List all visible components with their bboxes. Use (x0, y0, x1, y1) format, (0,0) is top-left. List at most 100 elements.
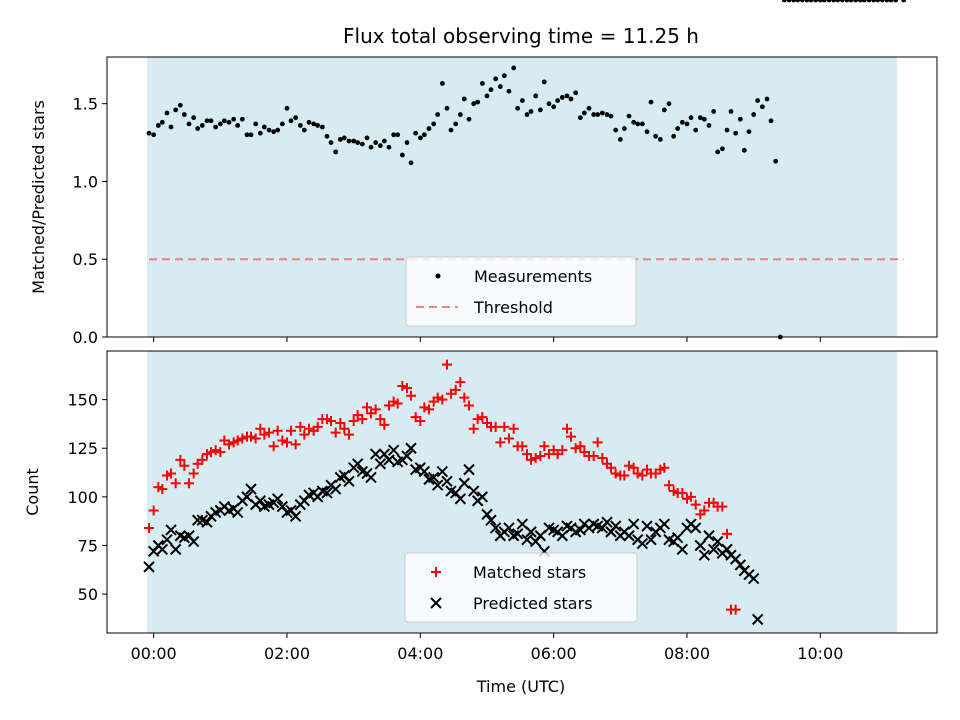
matched-star-point (415, 416, 426, 427)
x-tick-label: 06:00 (531, 644, 577, 663)
measurement-point (626, 113, 632, 119)
legend-predicted-label: Predicted stars (473, 594, 593, 613)
ratio-legend-box (405, 256, 637, 327)
matched-star-point (379, 419, 390, 430)
measurement-point (533, 93, 539, 99)
measurement-point (279, 121, 285, 127)
measurement-point (693, 127, 699, 133)
measurement-point (208, 118, 214, 124)
predicted-star-point (436, 465, 449, 478)
matched-star-point (442, 359, 452, 370)
matched-star-point (637, 470, 648, 481)
matched-star-point (690, 499, 701, 510)
measurement-point (781, 0, 787, 3)
measurement-point (848, 0, 854, 3)
measurement-point (759, 104, 765, 110)
measurement-point (426, 126, 432, 131)
matched-star-point (206, 447, 216, 458)
measurement-point (786, 0, 792, 3)
measurement-point (355, 140, 361, 145)
measurement-point (328, 140, 334, 145)
measurement-point (488, 87, 494, 93)
matched-star-point (392, 398, 403, 409)
predicted-star-point (454, 493, 467, 505)
measurement-point (319, 124, 325, 130)
measurement-point (551, 104, 557, 110)
measurement-point (404, 140, 410, 145)
matched-star-point (312, 421, 323, 432)
predicted-star-point (387, 444, 400, 456)
legend-measurements-label: Measurements (474, 267, 592, 286)
measurement-point (506, 88, 512, 94)
matched-star-point (157, 484, 168, 495)
measurement-point (857, 0, 863, 3)
predicted-star-point (169, 543, 182, 556)
matched-star-point (362, 402, 372, 413)
measurement-point (217, 121, 223, 127)
predicted-star-points (144, 443, 764, 626)
measurement-point (235, 123, 241, 128)
measurement-point (373, 140, 379, 145)
predicted-star-point (245, 483, 257, 495)
measurement-point (631, 119, 637, 125)
measurement-point (275, 127, 281, 133)
matched-star-point (450, 384, 461, 395)
matched-star-point (250, 433, 261, 444)
measurement-point (715, 149, 721, 155)
measurement-point (839, 0, 845, 3)
measurement-point (181, 112, 187, 117)
measurement-point (599, 110, 605, 116)
measurement-point (671, 133, 677, 139)
measurement-point (826, 0, 832, 3)
measurement-point (186, 121, 192, 127)
measurement-point (577, 115, 583, 121)
predicted-star-point (747, 572, 760, 585)
matched-star-point (459, 392, 470, 403)
counts-legend: Matched stars Predicted stars (404, 552, 638, 623)
measurement-point (861, 0, 867, 3)
matched-star-point (530, 452, 541, 463)
measurement-point (408, 160, 414, 166)
measurement-point (239, 116, 245, 122)
predicted-star-point (156, 543, 169, 556)
predicted-star-point (254, 495, 267, 507)
predicted-star-point (671, 531, 684, 544)
matched-star-point (575, 441, 586, 452)
measurement-point (266, 127, 272, 133)
measurement-point (706, 123, 712, 128)
predicted-star-point (374, 458, 387, 470)
measurement-point (248, 132, 254, 138)
predicted-star-point (645, 533, 657, 546)
measurement-point (613, 127, 619, 133)
measurement-point (648, 99, 654, 105)
matched-star-point (175, 454, 186, 465)
measurement-point (271, 129, 277, 135)
measurement-point (901, 0, 907, 3)
matched-star-point (472, 414, 483, 425)
matched-star-point (246, 431, 256, 442)
legend-measurements-marker (435, 273, 441, 279)
measurement-point (564, 93, 570, 99)
measurement-point (675, 126, 681, 131)
matched-star-point (628, 462, 639, 473)
measurement-point (528, 109, 534, 114)
measurement-point (639, 121, 645, 127)
matched-star-point (326, 416, 336, 427)
measurement-point (604, 112, 610, 117)
matched-star-point (490, 421, 501, 432)
measurement-point (471, 101, 477, 107)
measurement-point (511, 65, 517, 71)
matched-star-point (437, 394, 448, 405)
matched-star-point (419, 402, 430, 413)
matched-star-point (170, 478, 181, 489)
measurement-point (244, 132, 250, 138)
predicted-star-point (636, 537, 649, 550)
matched-star-point (272, 425, 283, 436)
matched-star-point (557, 445, 568, 456)
matched-star-point (210, 445, 221, 456)
ratio-y-axis-label: Matched/Predicted stars (29, 100, 48, 294)
measurement-point (213, 124, 219, 130)
predicted-star-point (601, 516, 613, 528)
measurement-point (457, 112, 463, 117)
predicted-star-point (161, 533, 173, 546)
